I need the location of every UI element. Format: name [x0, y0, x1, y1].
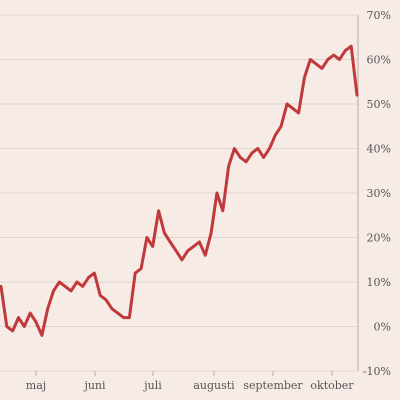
gridlines	[0, 14, 358, 372]
data-point	[11, 330, 14, 332]
data-point	[0, 285, 2, 288]
data-point	[251, 152, 253, 154]
data-point	[280, 125, 282, 128]
data-point	[70, 290, 72, 292]
data-point	[58, 281, 61, 283]
y-tick-label: 60%	[367, 54, 391, 67]
data-point	[303, 76, 306, 79]
data-point	[245, 161, 247, 163]
data-point	[192, 245, 195, 248]
data-point	[140, 267, 142, 270]
data-point	[41, 334, 43, 337]
y-tick-label: 20%	[367, 232, 391, 245]
data-point	[309, 58, 312, 61]
data-point	[93, 272, 96, 274]
data-point	[292, 107, 294, 110]
data-point	[344, 49, 347, 52]
data-point	[146, 236, 148, 239]
data-point	[262, 156, 265, 159]
data-point	[23, 325, 26, 328]
x-tick-label: augusti	[193, 379, 235, 392]
data-point	[204, 254, 207, 257]
data-point	[286, 103, 288, 105]
data-point	[17, 316, 20, 319]
data-point	[163, 232, 166, 234]
data-point	[87, 276, 90, 279]
data-point	[327, 58, 329, 61]
y-axis-labels: -10% 0% 10% 20% 30% 40% 50% 60% 70%	[363, 9, 391, 378]
data-point	[297, 112, 300, 114]
data-point	[181, 259, 183, 261]
data-point	[210, 232, 212, 234]
data-point	[128, 316, 131, 319]
x-axis-labels: maj juni juli augusti september oktober	[26, 379, 355, 392]
y-tick-label: 70%	[367, 9, 391, 22]
series-line	[0, 44, 359, 337]
data-point	[315, 63, 317, 65]
data-point	[151, 245, 154, 248]
data-point	[350, 45, 353, 47]
x-tick-label: oktober	[310, 379, 354, 392]
x-tick-label: juli	[142, 379, 162, 392]
y-tick-label: 0%	[374, 321, 391, 334]
data-point	[216, 192, 218, 194]
data-point	[274, 134, 277, 136]
data-point	[6, 325, 8, 328]
data-point	[239, 156, 242, 159]
data-point	[122, 316, 125, 319]
data-point	[157, 210, 160, 212]
data-point	[175, 250, 177, 252]
x-tick-label: september	[243, 379, 303, 392]
data-point	[52, 290, 55, 292]
data-point	[116, 312, 119, 314]
x-ticks	[35, 371, 333, 376]
y-tick-label: 30%	[367, 187, 391, 200]
x-tick-label: juni	[82, 379, 106, 392]
data-point	[35, 321, 37, 323]
y-tick-label: -10%	[363, 365, 391, 378]
data-point	[332, 54, 335, 56]
data-point	[233, 147, 236, 150]
data-point	[257, 147, 259, 150]
data-point	[46, 307, 49, 310]
y-tick-label: 50%	[367, 98, 391, 111]
data-point	[227, 165, 230, 168]
data-point	[198, 241, 201, 243]
data-point	[169, 241, 171, 243]
data-point	[222, 210, 224, 212]
data-points	[0, 45, 358, 337]
data-point	[321, 67, 323, 70]
x-tick-label: maj	[26, 379, 46, 392]
data-point	[99, 294, 101, 297]
data-point	[29, 312, 32, 314]
data-point	[76, 281, 78, 283]
y-tick-label: 40%	[367, 143, 391, 156]
data-point	[268, 147, 271, 150]
data-point	[111, 307, 113, 310]
data-point	[134, 272, 136, 274]
data-point	[338, 58, 341, 61]
data-point	[356, 94, 358, 96]
y-tick-label: 10%	[367, 276, 391, 289]
data-point	[81, 285, 84, 288]
data-point	[105, 299, 107, 301]
data-point	[187, 250, 189, 252]
data-point	[64, 285, 66, 288]
